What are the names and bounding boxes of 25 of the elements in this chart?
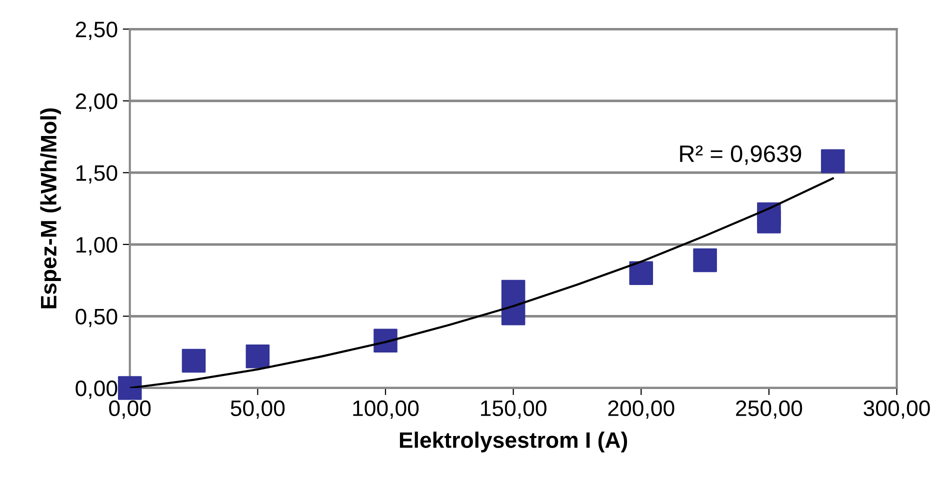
x-tick-label: 250,00 [736, 400, 802, 419]
y-tick-label: 2,00 [76, 93, 118, 112]
point [118, 376, 142, 400]
x-tick-label: 150,00 [481, 400, 546, 419]
y-tick-label: 1,00 [76, 236, 118, 256]
x-tick-label: 50,00 [230, 400, 285, 419]
point [246, 344, 270, 368]
x-axis-title: Elektrolysestrom I (A) [400, 432, 628, 452]
point [182, 348, 206, 373]
annotation: R² = 0,9639 [680, 145, 802, 165]
y-tick-label: 2,50 [76, 22, 118, 40]
x-tick-label: 0,00 [109, 400, 151, 419]
point [629, 261, 654, 286]
y-tick-label: 1,50 [76, 165, 118, 184]
y-tick-label: 0,00 [76, 380, 118, 399]
point [820, 149, 845, 174]
point [693, 248, 717, 272]
point [501, 280, 526, 304]
point [374, 328, 398, 353]
x-tick-label: 300,00 [864, 400, 930, 419]
y-tick-label: 0,50 [76, 308, 118, 328]
y-axis-title: Espez-M (kWh/Mol) [40, 108, 61, 308]
x-tick-label: 200,00 [608, 400, 674, 419]
x-tick-label: 100,00 [353, 400, 419, 419]
point [757, 210, 781, 234]
